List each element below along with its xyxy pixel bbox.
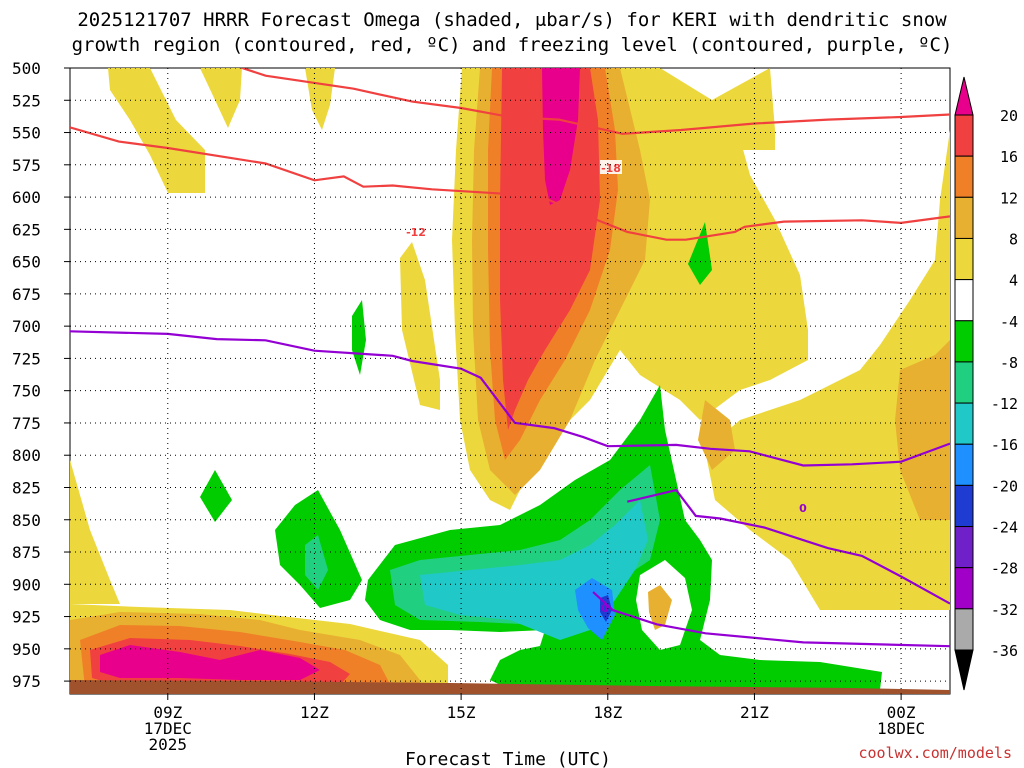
y-tick-label: 825 [12, 478, 41, 497]
colorbar-label: -32 [991, 601, 1018, 619]
freezing-level-lowest-contour [592, 591, 950, 648]
chart-title-line1: 2025121707 HRRR Forecast Omega (shaded, … [77, 9, 947, 31]
y-tick-label: 875 [12, 543, 41, 562]
dgz-minus12-contour [70, 126, 950, 241]
colorbar-label: -4 [1000, 313, 1018, 331]
y-tick-label: 850 [12, 511, 41, 530]
y-tick-label: 575 [12, 156, 41, 175]
x-tick-label: 18DEC [877, 719, 925, 738]
y-tick-label: 500 [12, 59, 41, 78]
colorbar-label: 8 [1009, 230, 1018, 248]
colorbar: 20 16 12 8 4 -4 -8 -12 -16 -20 -24 -28 -32 -36 [954, 76, 1018, 691]
omega-minus4-small-3 [200, 470, 232, 522]
omega-8-mid [698, 400, 735, 470]
y-tick-label: 950 [12, 640, 41, 659]
omega-minus8-left [305, 535, 328, 590]
x-tick-label: 00Z [887, 703, 916, 722]
x-tick-label: 15Z [447, 703, 476, 722]
y-tick-label: 900 [12, 575, 41, 594]
y-tick-label: 600 [12, 188, 41, 207]
dgz-minus18-contour [238, 68, 950, 135]
colorbar-band [954, 155, 974, 198]
gridlines [70, 68, 950, 694]
y-tick-label: 675 [12, 285, 41, 304]
omega-8-right [895, 340, 950, 520]
omega-minus4-small-1 [352, 300, 366, 375]
x-tick-label: 18Z [593, 703, 622, 722]
colorbar-label: -16 [991, 436, 1018, 454]
colorbar-band [954, 402, 974, 445]
contour-label-freezing-2: 0 [601, 602, 609, 615]
omega-minus4-small-2 [688, 222, 712, 285]
y-tick-label: 750 [12, 382, 41, 401]
colorbar-band [954, 196, 974, 239]
omega-region-right-column [712, 68, 775, 150]
omega-minus16 [575, 578, 615, 640]
colorbar-label: 20 [1000, 107, 1018, 125]
plot-area: -18 -12 0 0 [69, 67, 951, 695]
omega-eye-inner [648, 585, 672, 630]
x-axis-title: Forecast Time (UTC) [405, 749, 611, 768]
omega-region-top-center [200, 68, 242, 128]
colorbar-label: -12 [991, 395, 1018, 413]
colorbar-band [954, 237, 974, 281]
contour-label-minus18: -18 [601, 162, 621, 175]
omega-20-plume [542, 68, 580, 205]
omega-shading [70, 68, 950, 694]
terrain [70, 680, 950, 694]
colorbar-band [954, 567, 974, 610]
omega-region-left-edge [70, 460, 120, 604]
x-tick-label: 2025 [149, 735, 188, 754]
x-tick-label: 09Z [153, 703, 182, 722]
omega-region-upper-left [108, 68, 205, 193]
colorbar-band [954, 526, 974, 569]
colorbar-band [954, 443, 974, 486]
x-tick-label: 21Z [740, 703, 769, 722]
x-tick-label: 17DEC [144, 719, 192, 738]
y-tick-label: 775 [12, 414, 41, 433]
y-tick-label: 550 [12, 124, 41, 143]
freezing-level-lower-contour [627, 488, 950, 605]
colorbar-band [954, 608, 974, 651]
y-tick-label: 700 [12, 317, 41, 336]
contour-lines [70, 68, 950, 648]
omega-20-lower-left [100, 645, 320, 680]
contour-label-freezing: 0 [799, 502, 807, 515]
colorbar-bottom-arrow [954, 649, 974, 691]
contour-label-minus12: -12 [406, 226, 426, 239]
y-axis: 500 525 550 575 600 625 650 675 700 725 750 775 800 8… [12, 59, 70, 691]
freezing-level-contour [70, 330, 950, 467]
colorbar-label: -36 [991, 642, 1018, 660]
chart-title-line2: growth region (contoured, red, ºC) and f… [72, 34, 953, 56]
colorbar-band [954, 361, 974, 404]
y-tick-label: 650 [12, 253, 41, 272]
y-tick-label: 725 [12, 349, 41, 368]
y-tick-label: 525 [12, 91, 41, 110]
colorbar-label: -20 [991, 477, 1018, 495]
x-tick-label: 12Z [300, 703, 329, 722]
colorbar-band [954, 279, 974, 322]
colorbar-band [954, 484, 974, 528]
colorbar-label: -28 [991, 560, 1018, 578]
omega-region-far-right [705, 130, 950, 610]
y-tick-label: 975 [12, 672, 41, 691]
colorbar-top-arrow [954, 76, 974, 116]
y-tick-label: 625 [12, 220, 41, 239]
colorbar-band [954, 114, 974, 157]
contour-labels: -18 -12 0 0 [404, 160, 810, 615]
colorbar-label: -8 [1000, 354, 1018, 372]
y-tick-label: 925 [12, 608, 41, 627]
colorbar-label: -24 [991, 519, 1018, 537]
colorbar-label: 16 [1000, 148, 1018, 166]
credit-text: coolwx.com/models [858, 744, 1012, 762]
y-tick-label: 800 [12, 446, 41, 465]
omega-16-plume [500, 68, 600, 430]
colorbar-label: 12 [1000, 189, 1018, 207]
colorbar-band [954, 320, 974, 363]
colorbar-label: 4 [1009, 272, 1018, 290]
